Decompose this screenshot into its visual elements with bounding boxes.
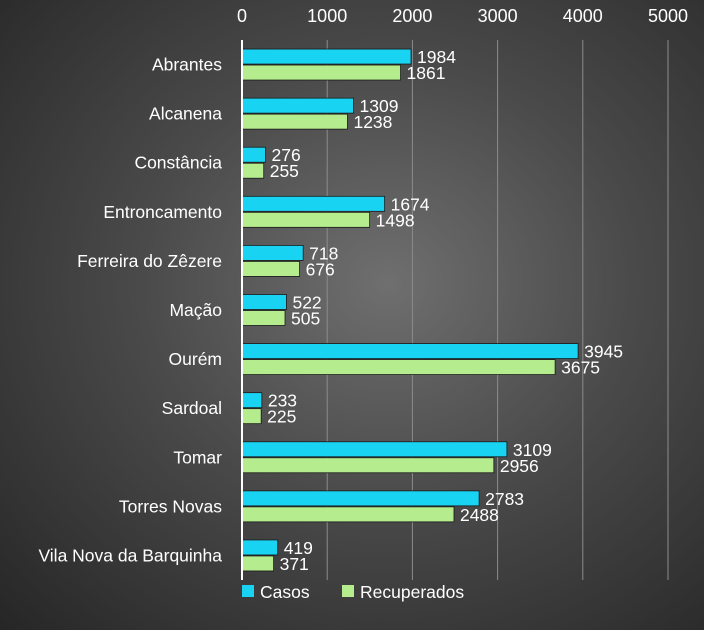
category-label: Sardoal [162, 398, 222, 418]
data-label: 233 [268, 391, 297, 411]
data-label: 2488 [460, 505, 499, 525]
data-label: 371 [280, 554, 309, 574]
bar-casos [241, 245, 304, 261]
data-label: 2783 [485, 489, 524, 509]
category-label: Constância [134, 153, 222, 173]
category-label: Tomar [173, 447, 222, 467]
category-labels: Abrantes Alcanena Constância Entroncamento F… [38, 55, 222, 566]
gridlines [326, 40, 669, 580]
bar-recuperados [241, 506, 455, 523]
category-label: Torres Novas [119, 496, 222, 516]
legend-label: Recuperados [360, 582, 464, 602]
bar-recuperados [241, 211, 371, 228]
x-tick-label: 0 [237, 6, 247, 26]
legend-label: Casos [260, 582, 310, 602]
bar-casos [241, 392, 263, 409]
data-label: 3109 [513, 440, 552, 460]
bar-casos [241, 539, 279, 556]
data-label: 1984 [417, 47, 456, 67]
bar-casos [241, 294, 287, 310]
bar-casos [241, 97, 354, 114]
data-label: 1674 [391, 194, 430, 214]
data-label: 225 [267, 407, 296, 427]
x-tick-label: 2000 [392, 6, 432, 26]
legend-swatch [342, 585, 354, 597]
bar-casos [241, 146, 266, 163]
bar-recuperados [241, 261, 300, 277]
category-label: Abrantes [152, 55, 222, 75]
x-tick-label: 3000 [478, 6, 518, 26]
data-label: 1498 [376, 210, 415, 230]
x-tick-label: 5000 [648, 6, 688, 26]
data-label: 276 [272, 145, 301, 165]
category-label: Ourém [169, 349, 222, 369]
data-label: 505 [291, 309, 320, 329]
data-label: 676 [306, 259, 335, 279]
data-label: 1309 [360, 96, 399, 116]
bar-recuperados [241, 555, 275, 572]
category-label: Alcanena [149, 104, 222, 124]
x-tick-label: 1000 [307, 6, 347, 26]
bar-casos [241, 343, 579, 359]
data-label: 255 [270, 161, 299, 181]
data-label: 522 [292, 293, 321, 313]
bar-casos [241, 48, 412, 65]
bar-recuperados [241, 113, 348, 130]
legend: Casos Recuperados [242, 582, 464, 602]
data-label: 1238 [353, 112, 392, 132]
data-label: 419 [284, 538, 313, 558]
data-label: 1861 [407, 63, 446, 83]
bar-recuperados [241, 359, 556, 375]
x-tick-label: 4000 [563, 6, 603, 26]
data-label: 3675 [561, 358, 600, 378]
bar-recuperados [241, 162, 265, 179]
bar-casos [241, 490, 480, 507]
data-label: 2956 [500, 456, 539, 476]
category-label: Mação [169, 300, 222, 320]
category-label: Ferreira do Zêzere [77, 251, 222, 271]
bar-recuperados [241, 408, 262, 425]
bar-casos [241, 195, 386, 212]
legend-swatch [242, 585, 254, 597]
data-label: 718 [309, 243, 338, 263]
bar-casos [241, 441, 508, 458]
x-axis-ticks: 0 1000 2000 3000 4000 5000 [237, 6, 688, 26]
bars [241, 48, 579, 572]
bar-recuperados [241, 310, 286, 326]
bar-recuperados [241, 64, 401, 81]
data-label: 3945 [584, 342, 623, 362]
category-label: Entroncamento [103, 202, 222, 222]
bar-recuperados [241, 457, 495, 474]
category-label: Vila Nova da Barquinha [38, 545, 222, 565]
